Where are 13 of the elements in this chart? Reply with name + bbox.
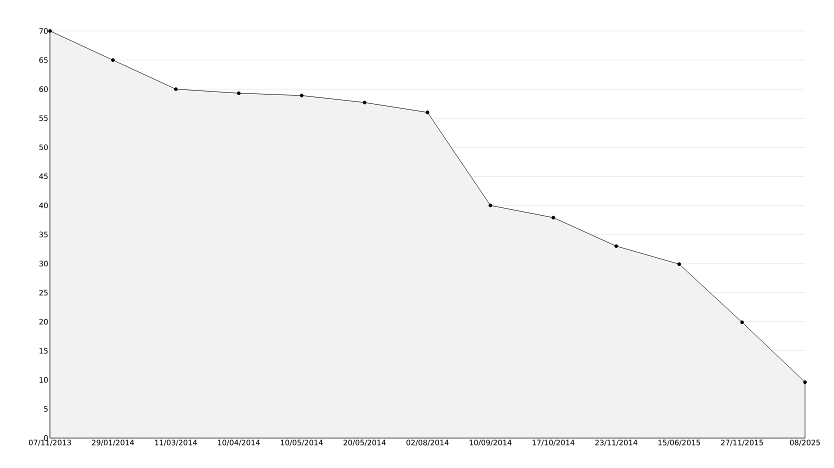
point: [174, 87, 178, 91]
point: [111, 58, 115, 62]
point: [740, 320, 744, 324]
point: [551, 216, 556, 220]
point: [614, 244, 618, 248]
point: [300, 94, 304, 98]
point: [488, 204, 492, 208]
point: [48, 29, 52, 33]
point: [803, 380, 807, 384]
point: [362, 100, 366, 104]
point: [426, 110, 430, 114]
point: [677, 262, 682, 266]
point: [236, 91, 241, 96]
